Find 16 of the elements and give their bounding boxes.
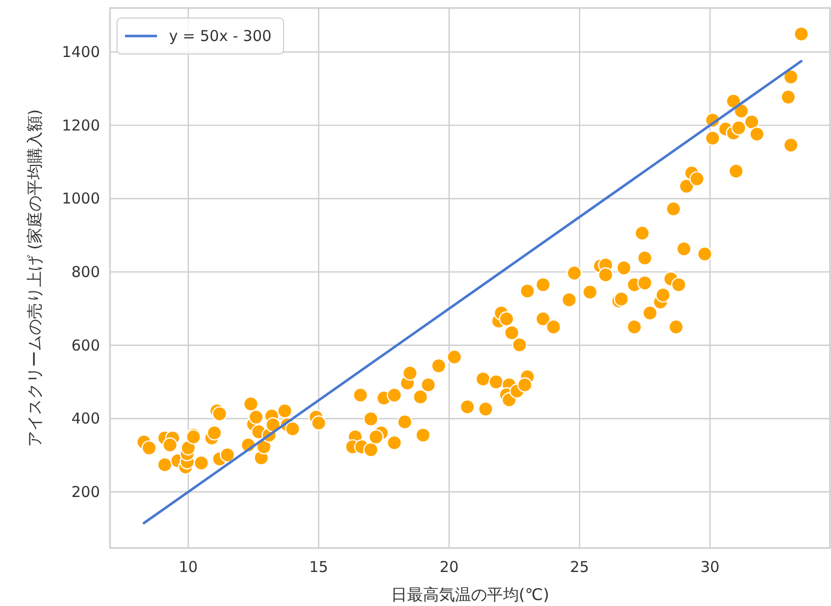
- y-tick-label: 400: [71, 410, 100, 428]
- y-tick-label: 1400: [62, 42, 100, 61]
- y-axis-title: アイスクリームの売り上げ (家庭の平均購入額): [25, 109, 44, 447]
- y-tick-label: 600: [71, 336, 100, 354]
- x-tick-label: 25: [570, 558, 590, 576]
- x-tick-label: 20: [440, 558, 459, 576]
- y-tick-label: 200: [71, 482, 100, 501]
- legend-label: y = 50x - 300: [169, 27, 272, 45]
- y-tick-label: 1000: [62, 190, 100, 208]
- y-tick-label: 1200: [62, 116, 100, 134]
- x-tick-label: 30: [700, 558, 720, 576]
- legend: y = 50x - 300: [116, 18, 284, 54]
- y-tick-label: 800: [71, 262, 100, 281]
- x-tick-label: 15: [309, 558, 328, 576]
- x-tick-label: 10: [178, 558, 198, 576]
- x-axis-title: 日最高気温の平均(℃): [390, 585, 550, 604]
